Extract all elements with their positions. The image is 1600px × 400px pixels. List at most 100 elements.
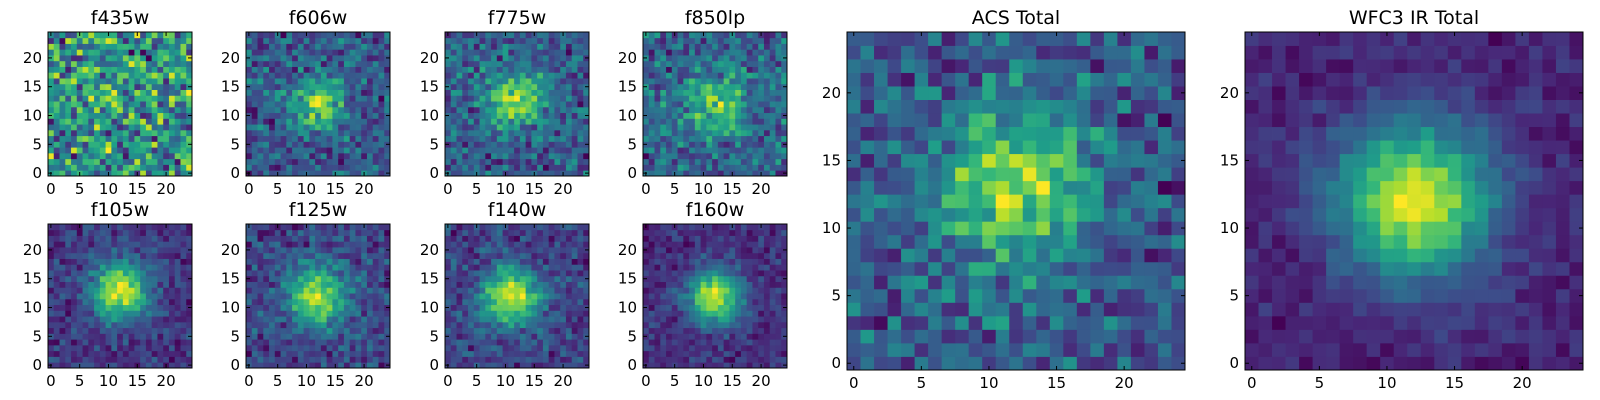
- pixel-cell: [496, 135, 503, 142]
- pixel-cell: [257, 304, 264, 311]
- pixel-cell: [648, 281, 655, 288]
- pixel-cell: [88, 141, 95, 148]
- pixel-cell: [280, 298, 287, 306]
- pixel-cell: [257, 339, 264, 346]
- pixel-cell: [151, 72, 158, 79]
- pixel-cell: [683, 281, 690, 288]
- pixel-cell: [338, 72, 345, 79]
- pixel-cell: [735, 43, 742, 50]
- pixel-cell: [251, 258, 258, 265]
- pixel-cell: [168, 43, 176, 50]
- pixel-cell: [519, 43, 527, 50]
- pixel-cell: [269, 135, 276, 142]
- pixel-cell: [456, 101, 463, 108]
- pixel-cell: [462, 141, 469, 148]
- pixel-cell: [583, 78, 590, 85]
- pixel-cell: [717, 141, 725, 148]
- y-tick-label: 20: [23, 241, 42, 259]
- pixel-cell: [53, 362, 60, 369]
- pixel-cell: [502, 252, 509, 259]
- pixel-cell: [519, 362, 527, 369]
- pixel-cell: [689, 304, 696, 311]
- pixel-cell: [654, 129, 661, 137]
- pixel-cell: [128, 158, 135, 165]
- pixel-cell: [577, 49, 584, 56]
- pixel-cell: [496, 106, 503, 114]
- axes-frame: [47, 31, 193, 177]
- pixel-cell: [479, 118, 486, 125]
- x-tick-label: 15: [525, 180, 544, 198]
- pixel-cell: [565, 339, 573, 346]
- pixel-cell: [565, 124, 573, 131]
- pixel-cell: [280, 321, 287, 329]
- pixel-cell: [372, 37, 379, 44]
- pixel-cell: [763, 89, 771, 96]
- pixel-cell: [88, 152, 95, 160]
- pixel-cell: [660, 152, 667, 160]
- pixel-cell: [274, 258, 281, 265]
- pixel-cell: [263, 147, 270, 154]
- pixel-cell: [740, 55, 748, 62]
- pixel-cell: [531, 78, 538, 85]
- pixel-cell: [560, 147, 567, 154]
- pixel-cell: [450, 49, 457, 56]
- pixel-cell: [445, 129, 452, 137]
- pixel-cell: [740, 287, 748, 294]
- pixel-cell: [320, 275, 328, 282]
- pixel-cell: [554, 95, 561, 102]
- pixel-cell: [140, 350, 147, 357]
- pixel-cell: [769, 72, 776, 79]
- pixel-cell: [468, 135, 475, 142]
- pixel-cell: [537, 141, 544, 148]
- pixel-cell: [378, 356, 385, 363]
- pixel-cell: [689, 170, 696, 177]
- pixel-cell: [468, 327, 475, 334]
- pixel-cell: [257, 66, 264, 73]
- pixel-cell: [309, 327, 316, 334]
- pixel-cell: [723, 32, 730, 39]
- pixel-cell: [542, 49, 550, 56]
- pixel-cell: [274, 327, 281, 334]
- pixel-cell: [59, 72, 66, 79]
- pixel-cell: [309, 32, 316, 39]
- pixel-cell: [378, 43, 385, 50]
- pixel-cell: [145, 83, 153, 90]
- pixel-cell: [689, 37, 696, 44]
- pixel-cell: [361, 287, 368, 294]
- pixel-cell: [729, 316, 736, 323]
- pixel-cell: [654, 356, 661, 363]
- pixel-cell: [145, 170, 153, 177]
- pixel-cell: [577, 362, 584, 369]
- pixel-cell: [525, 241, 532, 248]
- pixel-cell: [251, 158, 258, 165]
- pixel-cell: [554, 264, 561, 271]
- pixel-cell: [525, 37, 532, 44]
- pixel-cell: [577, 60, 584, 67]
- pixel-cell: [384, 298, 391, 306]
- pixel-cell: [571, 241, 578, 248]
- pixel-cell: [519, 241, 527, 248]
- pixel-cell: [514, 275, 521, 282]
- pixel-cell: [145, 321, 153, 329]
- x-tick-label: 5: [472, 372, 482, 390]
- pixel-cell: [531, 164, 538, 171]
- pixel-cell: [735, 339, 742, 346]
- pixel-cell: [502, 241, 509, 248]
- pixel-cell: [683, 350, 690, 357]
- pixel-cell: [729, 101, 736, 108]
- pixel-cell: [315, 147, 322, 154]
- pixel-cell: [303, 101, 310, 108]
- pixel-cell: [59, 321, 66, 329]
- pixel-cell: [694, 129, 701, 137]
- pixel-cell: [450, 32, 457, 39]
- pixel-cell: [479, 124, 486, 131]
- pixel-cell: [372, 101, 379, 108]
- pixel-cell: [117, 264, 124, 271]
- pixel-cell: [174, 135, 181, 142]
- pixel-cell: [180, 298, 187, 306]
- pixel-cell: [145, 118, 153, 125]
- pixel-cell: [145, 112, 153, 119]
- pixel-cell: [740, 298, 748, 306]
- pixel-cell: [485, 60, 492, 67]
